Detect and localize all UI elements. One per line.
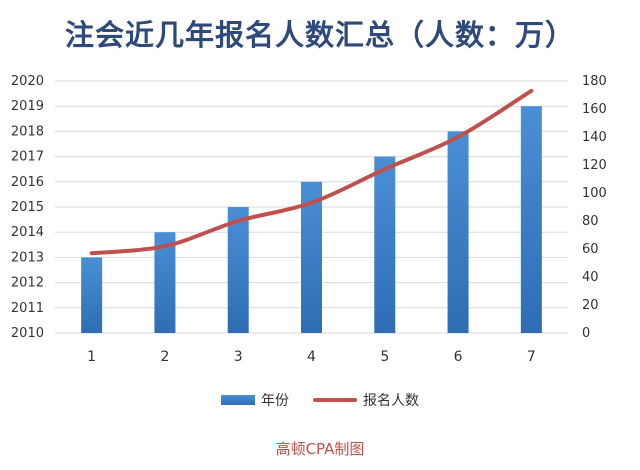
- line-point: [456, 135, 460, 139]
- legend: 年份 报名人数: [0, 390, 640, 410]
- y-right-tick-label: 0: [582, 326, 590, 341]
- chart-title: 注会近几年报名人数汇总（人数：万）: [64, 18, 575, 52]
- line-point: [529, 89, 533, 93]
- bar: [81, 257, 103, 333]
- y-left-tick-label: 2016: [11, 175, 44, 190]
- legend-item-bar: 年份: [221, 390, 289, 410]
- y-right-tick-label: 140: [582, 130, 607, 145]
- y-left-tick-label: 2015: [11, 200, 44, 215]
- x-tick-label: 4: [307, 349, 316, 365]
- y-right-tick-label: 100: [582, 186, 607, 201]
- y-right-tick-label: 180: [582, 74, 607, 89]
- x-tick-label: 1: [87, 349, 96, 365]
- line-point: [383, 167, 387, 171]
- y-right-tick-label: 60: [582, 242, 599, 257]
- line-point: [90, 251, 94, 255]
- x-tick-label: 2: [160, 349, 169, 365]
- y-right-tick-label: 160: [582, 102, 607, 117]
- legend-bar-swatch: [221, 395, 255, 405]
- y-left-tick-label: 2020: [11, 74, 44, 89]
- y-left-tick-label: 2017: [11, 150, 44, 165]
- y-left-tick-label: 2012: [11, 276, 44, 291]
- bar: [520, 106, 542, 333]
- x-tick-label: 5: [380, 349, 389, 365]
- bar: [374, 156, 396, 333]
- line-point: [236, 219, 240, 223]
- y-left-tick-label: 2011: [11, 301, 44, 316]
- x-tick-label: 3: [234, 349, 243, 365]
- y-right-tick-label: 120: [582, 158, 607, 173]
- y-right-tick-label: 20: [582, 298, 599, 313]
- legend-item-line: 报名人数: [313, 390, 419, 410]
- x-tick-label: 6: [454, 349, 463, 365]
- y-left-tick-label: 2013: [11, 250, 44, 265]
- y-right-tick-label: 40: [582, 270, 599, 285]
- y-left-tick-label: 2018: [11, 124, 44, 139]
- line-point: [310, 201, 313, 205]
- bar: [301, 181, 322, 333]
- legend-line-label: 报名人数: [363, 393, 419, 409]
- line-point: [163, 244, 167, 248]
- legend-line-swatch: [313, 398, 357, 402]
- chart: 2010201120122013201420152016201720182019…: [11, 74, 607, 365]
- y-left-tick-label: 2010: [11, 326, 44, 341]
- bar: [447, 131, 469, 333]
- credit-text: 高顿CPA制图: [275, 440, 365, 458]
- x-tick-label: 7: [527, 349, 536, 365]
- bar: [154, 232, 176, 333]
- legend-bar-label: 年份: [261, 393, 289, 409]
- bar: [227, 207, 249, 333]
- y-left-tick-label: 2014: [11, 225, 44, 240]
- y-right-tick-label: 80: [582, 214, 599, 229]
- y-left-tick-label: 2019: [11, 99, 44, 114]
